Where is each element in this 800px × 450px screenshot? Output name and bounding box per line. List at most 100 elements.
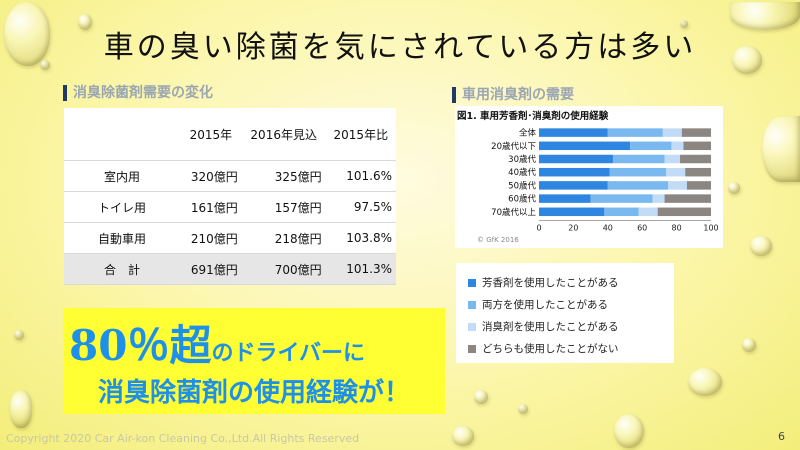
slide-title: 車の臭い除菌を気にされている方は多い — [103, 30, 697, 65]
cell-2015: 161億円 — [180, 191, 242, 223]
heading-accent-bar — [452, 87, 456, 103]
stacked-bar-segment — [612, 154, 665, 164]
water-drop-decoration — [40, 60, 50, 70]
legend-label: 両方を使用したことがある — [482, 299, 608, 311]
stacked-bar-segment — [539, 181, 608, 190]
water-drop-decoration — [518, 404, 528, 414]
stacked-bar-segment — [683, 141, 711, 151]
stacked-bar-segment — [539, 207, 605, 217]
legend-item: 消臭剤を使用したことがある — [468, 319, 619, 334]
cell-2016: 157億円 — [241, 191, 326, 223]
car-deodorant-heading-text: 車用消臭剤の需要 — [462, 87, 574, 103]
table-row: 自動車用 210億円 218億円 103.8% — [64, 222, 396, 254]
stacked-bar-segment — [680, 154, 711, 164]
stacked-bar-segment — [652, 194, 665, 203]
stacked-bar-segment — [681, 128, 711, 137]
chart-legend: 芳香剤を使用したことがある 両方を使用したことがある 消臭剤を使用したことがある… — [456, 263, 674, 363]
header-cell: 2016年見込 — [241, 108, 326, 161]
table-header-row: 2015年 2016年見込 2015年比 — [64, 108, 396, 161]
water-drop-decoration — [4, 2, 50, 66]
stacked-bar-segment — [609, 167, 667, 177]
demand-change-heading: 消臭除菌剤需要の変化 — [63, 82, 213, 102]
cell-2015: 691億円 — [180, 253, 242, 285]
chart-title: 図1. 車用芳香剤･消臭剤の使用経験 — [457, 110, 609, 122]
legend-swatch — [468, 323, 476, 331]
water-drop-decoration — [742, 338, 756, 352]
stacked-bar-segment — [604, 207, 639, 217]
stacked-bar-segment — [666, 167, 686, 177]
stacked-bar-segment — [630, 141, 672, 151]
cell-ratio: 97.5% — [325, 191, 396, 223]
promo-line-1: 80％超のドライバーに — [69, 312, 365, 373]
stacked-bar-segment — [686, 181, 711, 190]
stacked-bar-segment — [590, 194, 653, 203]
cell-ratio: 103.8% — [325, 222, 396, 254]
promo-drivers: のドライバーに — [211, 341, 366, 366]
water-drop-decoration — [750, 236, 772, 256]
legend-item: どちらも使用したことがない — [468, 341, 619, 356]
water-drop-decoration — [474, 390, 488, 404]
x-tick-label: 40 — [603, 223, 613, 232]
row-label: 自動車用 — [64, 222, 180, 254]
category-label: 60歳代 — [508, 194, 536, 205]
legend-item: 芳香剤を使用したことがある — [468, 275, 619, 290]
table-row: トイレ用 161億円 157億円 97.5% — [64, 191, 396, 223]
legend-label: 芳香剤を使用したことがある — [482, 277, 619, 289]
category-label: 50歳代 — [508, 180, 536, 191]
table-total-row: 合 計 691億円 700億円 101.3% — [64, 253, 396, 285]
chart-source: © GfK 2016 — [477, 236, 519, 244]
stacked-bar-segment — [664, 154, 681, 164]
x-tick-label: 60 — [637, 223, 647, 232]
cell-ratio: 101.3% — [325, 253, 396, 285]
x-tick-label: 100 — [703, 223, 718, 232]
header-cell: 2015年 — [180, 108, 242, 161]
legend-swatch — [468, 279, 476, 287]
stacked-bar-segment — [685, 167, 711, 177]
category-label: 20歳代以下 — [491, 141, 536, 152]
cell-2015: 210億円 — [180, 222, 242, 254]
cell-2015: 320億円 — [180, 160, 242, 192]
stacked-bar-segment — [607, 181, 668, 190]
water-drop-decoration — [732, 46, 762, 74]
row-label: トイレ用 — [64, 191, 180, 223]
legend-item: 両方を使用したことがある — [468, 297, 608, 312]
table-row: 室内用 320億円 325億円 101.6% — [64, 160, 396, 192]
x-tick-label: 0 — [536, 223, 541, 232]
page-number: 6 — [778, 430, 785, 443]
stacked-bar-segment — [657, 207, 711, 217]
water-drop-decoration — [452, 426, 474, 446]
stacked-bar-segment — [638, 207, 658, 217]
legend-swatch — [468, 345, 476, 353]
stacked-bar-segment — [662, 128, 682, 137]
copyright-footer: Copyright 2020 Car Air-kon Cleaning Co.,… — [6, 432, 360, 445]
stacked-bar-segment — [539, 128, 608, 137]
water-drop-decoration — [730, 2, 800, 30]
legend-label: 消臭剤を使用したことがある — [482, 321, 619, 333]
heading-accent-bar — [63, 85, 67, 101]
legend-label: どちらも使用したことがない — [482, 343, 619, 355]
demand-change-heading-text: 消臭除菌剤需要の変化 — [73, 85, 213, 101]
stacked-bar-segment — [671, 141, 684, 151]
water-drop-decoration — [762, 116, 800, 182]
water-drop-decoration — [680, 20, 688, 28]
row-label: 合 計 — [64, 253, 180, 285]
promo-callout: 80％超のドライバーに 消臭除菌剤の使用経験が！ — [63, 308, 445, 414]
stacked-bar-segment — [539, 194, 591, 203]
usage-chart-container: 図1. 車用芳香剤･消臭剤の使用経験 全体 20歳代以下 30歳代 40歳代 50歳代 6… — [455, 106, 723, 248]
category-label: 70歳代以上 — [491, 207, 536, 218]
stacked-bar-segment — [539, 154, 613, 164]
stacked-bar-segment — [664, 194, 711, 203]
water-drop-decoration — [728, 182, 740, 194]
legend-swatch — [468, 301, 476, 309]
category-label: 30歳代 — [508, 154, 536, 165]
water-drop-decoration — [688, 368, 722, 396]
cell-2016: 325億円 — [241, 160, 326, 192]
header-cell — [64, 108, 180, 161]
stacked-bar-segment — [539, 141, 631, 151]
cell-ratio: 101.6% — [325, 160, 396, 192]
cell-2016: 218億円 — [241, 222, 326, 254]
stacked-bar-segment — [607, 128, 663, 137]
category-label: 全体 — [519, 128, 537, 139]
water-drop-decoration — [614, 414, 644, 448]
stacked-bar-segment — [668, 181, 687, 190]
